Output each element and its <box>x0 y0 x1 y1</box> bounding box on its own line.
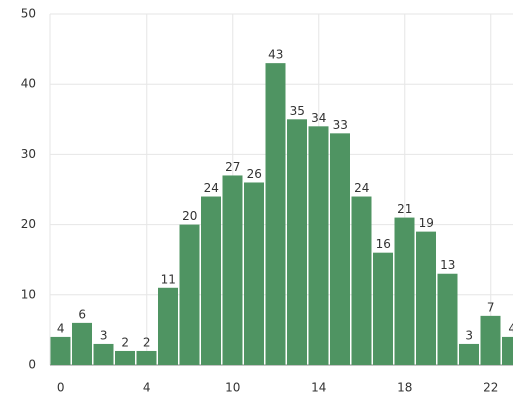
value-label: 16 <box>376 237 391 251</box>
value-label: 43 <box>268 48 283 62</box>
value-label: 3 <box>100 328 108 342</box>
value-label: 34 <box>311 111 326 125</box>
bar <box>50 336 71 365</box>
x-tick-label: 10 <box>225 381 240 395</box>
bar <box>201 196 221 365</box>
value-label: 26 <box>247 167 262 181</box>
bar <box>416 231 436 365</box>
value-label: 24 <box>204 181 219 195</box>
value-label: 2 <box>121 335 129 349</box>
y-tick-label: 20 <box>21 217 36 231</box>
x-tick-label: 18 <box>397 381 412 395</box>
value-label: 7 <box>487 300 495 314</box>
bar <box>502 336 513 365</box>
value-label: 20 <box>182 209 197 223</box>
bar <box>93 343 114 365</box>
bar <box>179 224 200 365</box>
x-tick-label: 22 <box>483 381 498 395</box>
y-tick-label: 50 <box>21 7 36 21</box>
x-tick-label: 4 <box>143 381 151 395</box>
value-label: 6 <box>78 307 86 321</box>
bar <box>265 63 286 365</box>
value-label: 11 <box>161 272 176 286</box>
value-label: 35 <box>290 104 305 118</box>
y-tick-label: 0 <box>28 358 36 372</box>
value-label: 4 <box>508 321 513 335</box>
value-label: 2 <box>143 335 151 349</box>
bar <box>222 175 243 365</box>
value-label: 13 <box>440 258 455 272</box>
y-tick-label: 30 <box>21 147 36 161</box>
value-label: 33 <box>333 118 348 132</box>
bar <box>72 322 92 365</box>
value-label: 4 <box>57 321 65 335</box>
bar <box>136 350 157 365</box>
bar <box>480 315 501 365</box>
bar <box>351 196 372 365</box>
bar <box>158 287 178 365</box>
x-tick-label: 14 <box>311 381 326 395</box>
bar <box>330 133 350 365</box>
bar <box>115 350 135 365</box>
bar <box>437 273 458 365</box>
bar <box>394 217 415 365</box>
value-label: 19 <box>419 216 434 230</box>
value-label: 3 <box>465 328 473 342</box>
bar <box>287 119 307 365</box>
y-tick-label: 40 <box>21 77 36 91</box>
bar <box>459 343 479 365</box>
value-label: 21 <box>397 202 412 216</box>
value-label: 24 <box>354 181 369 195</box>
value-label: 27 <box>225 160 240 174</box>
bar <box>244 182 264 365</box>
bar <box>373 252 393 365</box>
y-tick-label: 10 <box>21 287 36 301</box>
bar <box>308 126 329 365</box>
x-tick-label: 0 <box>57 381 65 395</box>
